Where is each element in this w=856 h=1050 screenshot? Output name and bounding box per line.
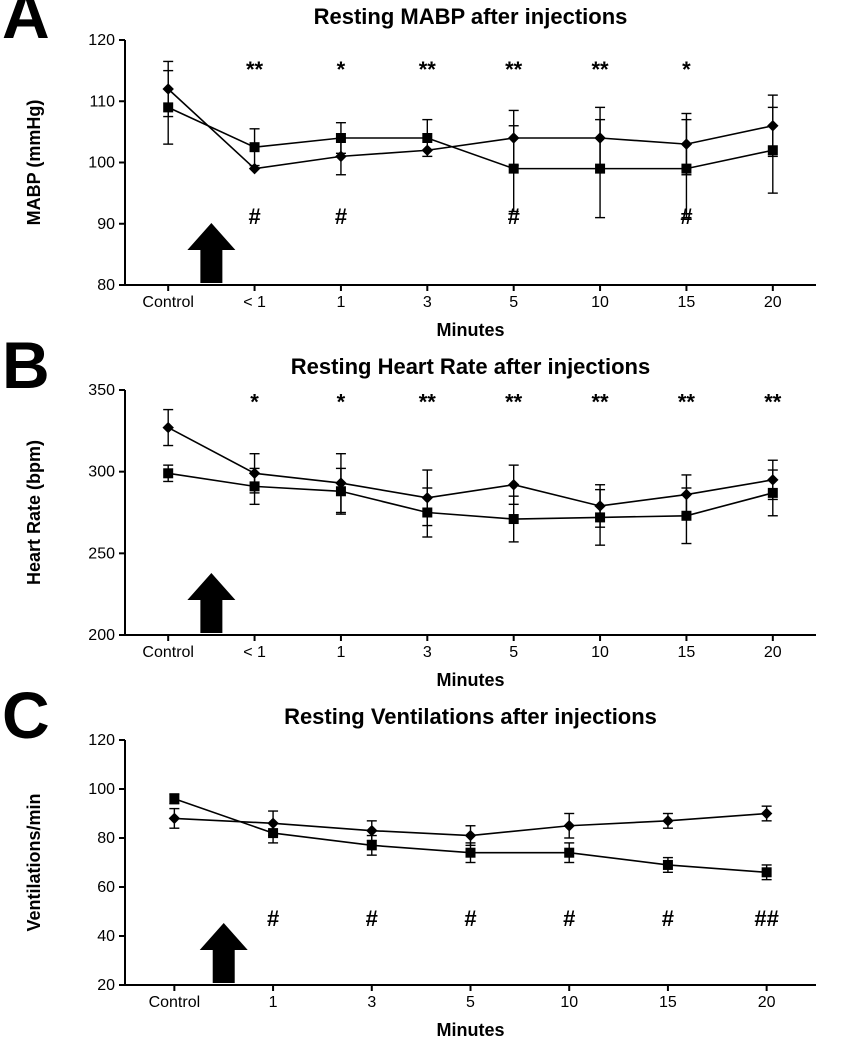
svg-text:100: 100 bbox=[88, 781, 115, 798]
svg-text:15: 15 bbox=[678, 294, 696, 311]
svg-text:10: 10 bbox=[591, 644, 609, 661]
svg-text:**: ** bbox=[246, 57, 264, 82]
svg-text:15: 15 bbox=[678, 644, 696, 661]
svg-text:350: 350 bbox=[88, 382, 115, 399]
panel-letter-C: C bbox=[2, 682, 50, 748]
svg-text:< 1: < 1 bbox=[243, 644, 266, 661]
svg-text:40: 40 bbox=[97, 928, 115, 945]
svg-text:10: 10 bbox=[560, 994, 578, 1011]
svg-text:60: 60 bbox=[97, 879, 115, 896]
svg-text:1: 1 bbox=[336, 294, 345, 311]
panel-C: C Resting Ventilations after injections2… bbox=[0, 700, 856, 1050]
svg-text:5: 5 bbox=[509, 294, 518, 311]
chart-A: Resting MABP after injections80901001101… bbox=[0, 0, 856, 350]
svg-text:3: 3 bbox=[423, 644, 432, 661]
svg-text:110: 110 bbox=[89, 93, 115, 110]
svg-text:100: 100 bbox=[88, 155, 115, 172]
svg-text:**: ** bbox=[764, 390, 782, 415]
panel-A: A Resting MABP after injections809010011… bbox=[0, 0, 856, 350]
svg-text:10: 10 bbox=[591, 294, 609, 311]
svg-text:200: 200 bbox=[88, 627, 115, 644]
svg-text:20: 20 bbox=[758, 994, 776, 1011]
svg-text:1: 1 bbox=[269, 994, 278, 1011]
svg-text:#: # bbox=[680, 204, 692, 229]
svg-text:##: ## bbox=[754, 906, 778, 931]
svg-text:**: ** bbox=[505, 390, 523, 415]
svg-text:MABP (mmHg): MABP (mmHg) bbox=[24, 100, 44, 226]
svg-text:3: 3 bbox=[367, 994, 376, 1011]
svg-text:#: # bbox=[662, 906, 674, 931]
chart-C: Resting Ventilations after injections 20 4… bbox=[0, 700, 856, 1050]
svg-text:80: 80 bbox=[97, 277, 115, 294]
svg-text:*: * bbox=[337, 57, 346, 82]
svg-text:**: ** bbox=[592, 57, 610, 82]
svg-text:300: 300 bbox=[88, 464, 115, 481]
svg-text:*: * bbox=[337, 390, 346, 415]
panel-B: B Resting Heart Rate after injections200… bbox=[0, 350, 856, 700]
svg-text:Minutes: Minutes bbox=[436, 1020, 504, 1040]
svg-text:#: # bbox=[563, 906, 575, 931]
svg-text:Heart Rate (bpm): Heart Rate (bpm) bbox=[24, 440, 44, 585]
svg-text:120: 120 bbox=[88, 732, 115, 749]
svg-text:20: 20 bbox=[764, 294, 782, 311]
svg-text:#: # bbox=[464, 906, 476, 931]
svg-text:5: 5 bbox=[509, 644, 518, 661]
svg-text:*: * bbox=[682, 57, 691, 82]
svg-text:#: # bbox=[366, 906, 378, 931]
panel-letter-B: B bbox=[2, 332, 50, 398]
chart-B: Resting Heart Rate after injections 200 25… bbox=[0, 350, 856, 700]
svg-text:**: ** bbox=[678, 390, 696, 415]
svg-text:*: * bbox=[250, 390, 259, 415]
svg-text:1: 1 bbox=[336, 644, 345, 661]
svg-text:90: 90 bbox=[97, 216, 115, 233]
svg-text:#: # bbox=[248, 204, 260, 229]
svg-text:Resting MABP after injections: Resting MABP after injections bbox=[314, 4, 628, 29]
svg-text:120: 120 bbox=[88, 32, 115, 49]
svg-text:5: 5 bbox=[466, 994, 475, 1011]
svg-text:250: 250 bbox=[88, 545, 115, 562]
svg-text:Control: Control bbox=[142, 294, 194, 311]
svg-text:20: 20 bbox=[97, 977, 115, 994]
figure-page: A Resting MABP after injections809010011… bbox=[0, 0, 856, 1050]
svg-text:#: # bbox=[335, 204, 347, 229]
svg-text:**: ** bbox=[419, 57, 437, 82]
svg-text:3: 3 bbox=[423, 294, 432, 311]
panel-letter-A: A bbox=[2, 0, 50, 48]
svg-text:Minutes: Minutes bbox=[436, 670, 504, 690]
svg-text:20: 20 bbox=[764, 644, 782, 661]
svg-text:15: 15 bbox=[659, 994, 677, 1011]
svg-text:**: ** bbox=[505, 57, 523, 82]
svg-text:Minutes: Minutes bbox=[436, 320, 504, 340]
svg-text:Ventilations/min: Ventilations/min bbox=[24, 793, 44, 931]
svg-text:Control: Control bbox=[142, 644, 194, 661]
svg-text:Control: Control bbox=[149, 994, 201, 1011]
svg-text:Resting Ventilations after inj: Resting Ventilations after injections bbox=[284, 704, 657, 729]
svg-text:**: ** bbox=[419, 390, 437, 415]
svg-text:< 1: < 1 bbox=[243, 294, 266, 311]
svg-text:#: # bbox=[267, 906, 279, 931]
svg-text:**: ** bbox=[592, 390, 610, 415]
svg-text:#: # bbox=[508, 204, 520, 229]
svg-text:Resting Heart Rate after injec: Resting Heart Rate after injections bbox=[291, 354, 650, 379]
svg-text:80: 80 bbox=[97, 830, 115, 847]
